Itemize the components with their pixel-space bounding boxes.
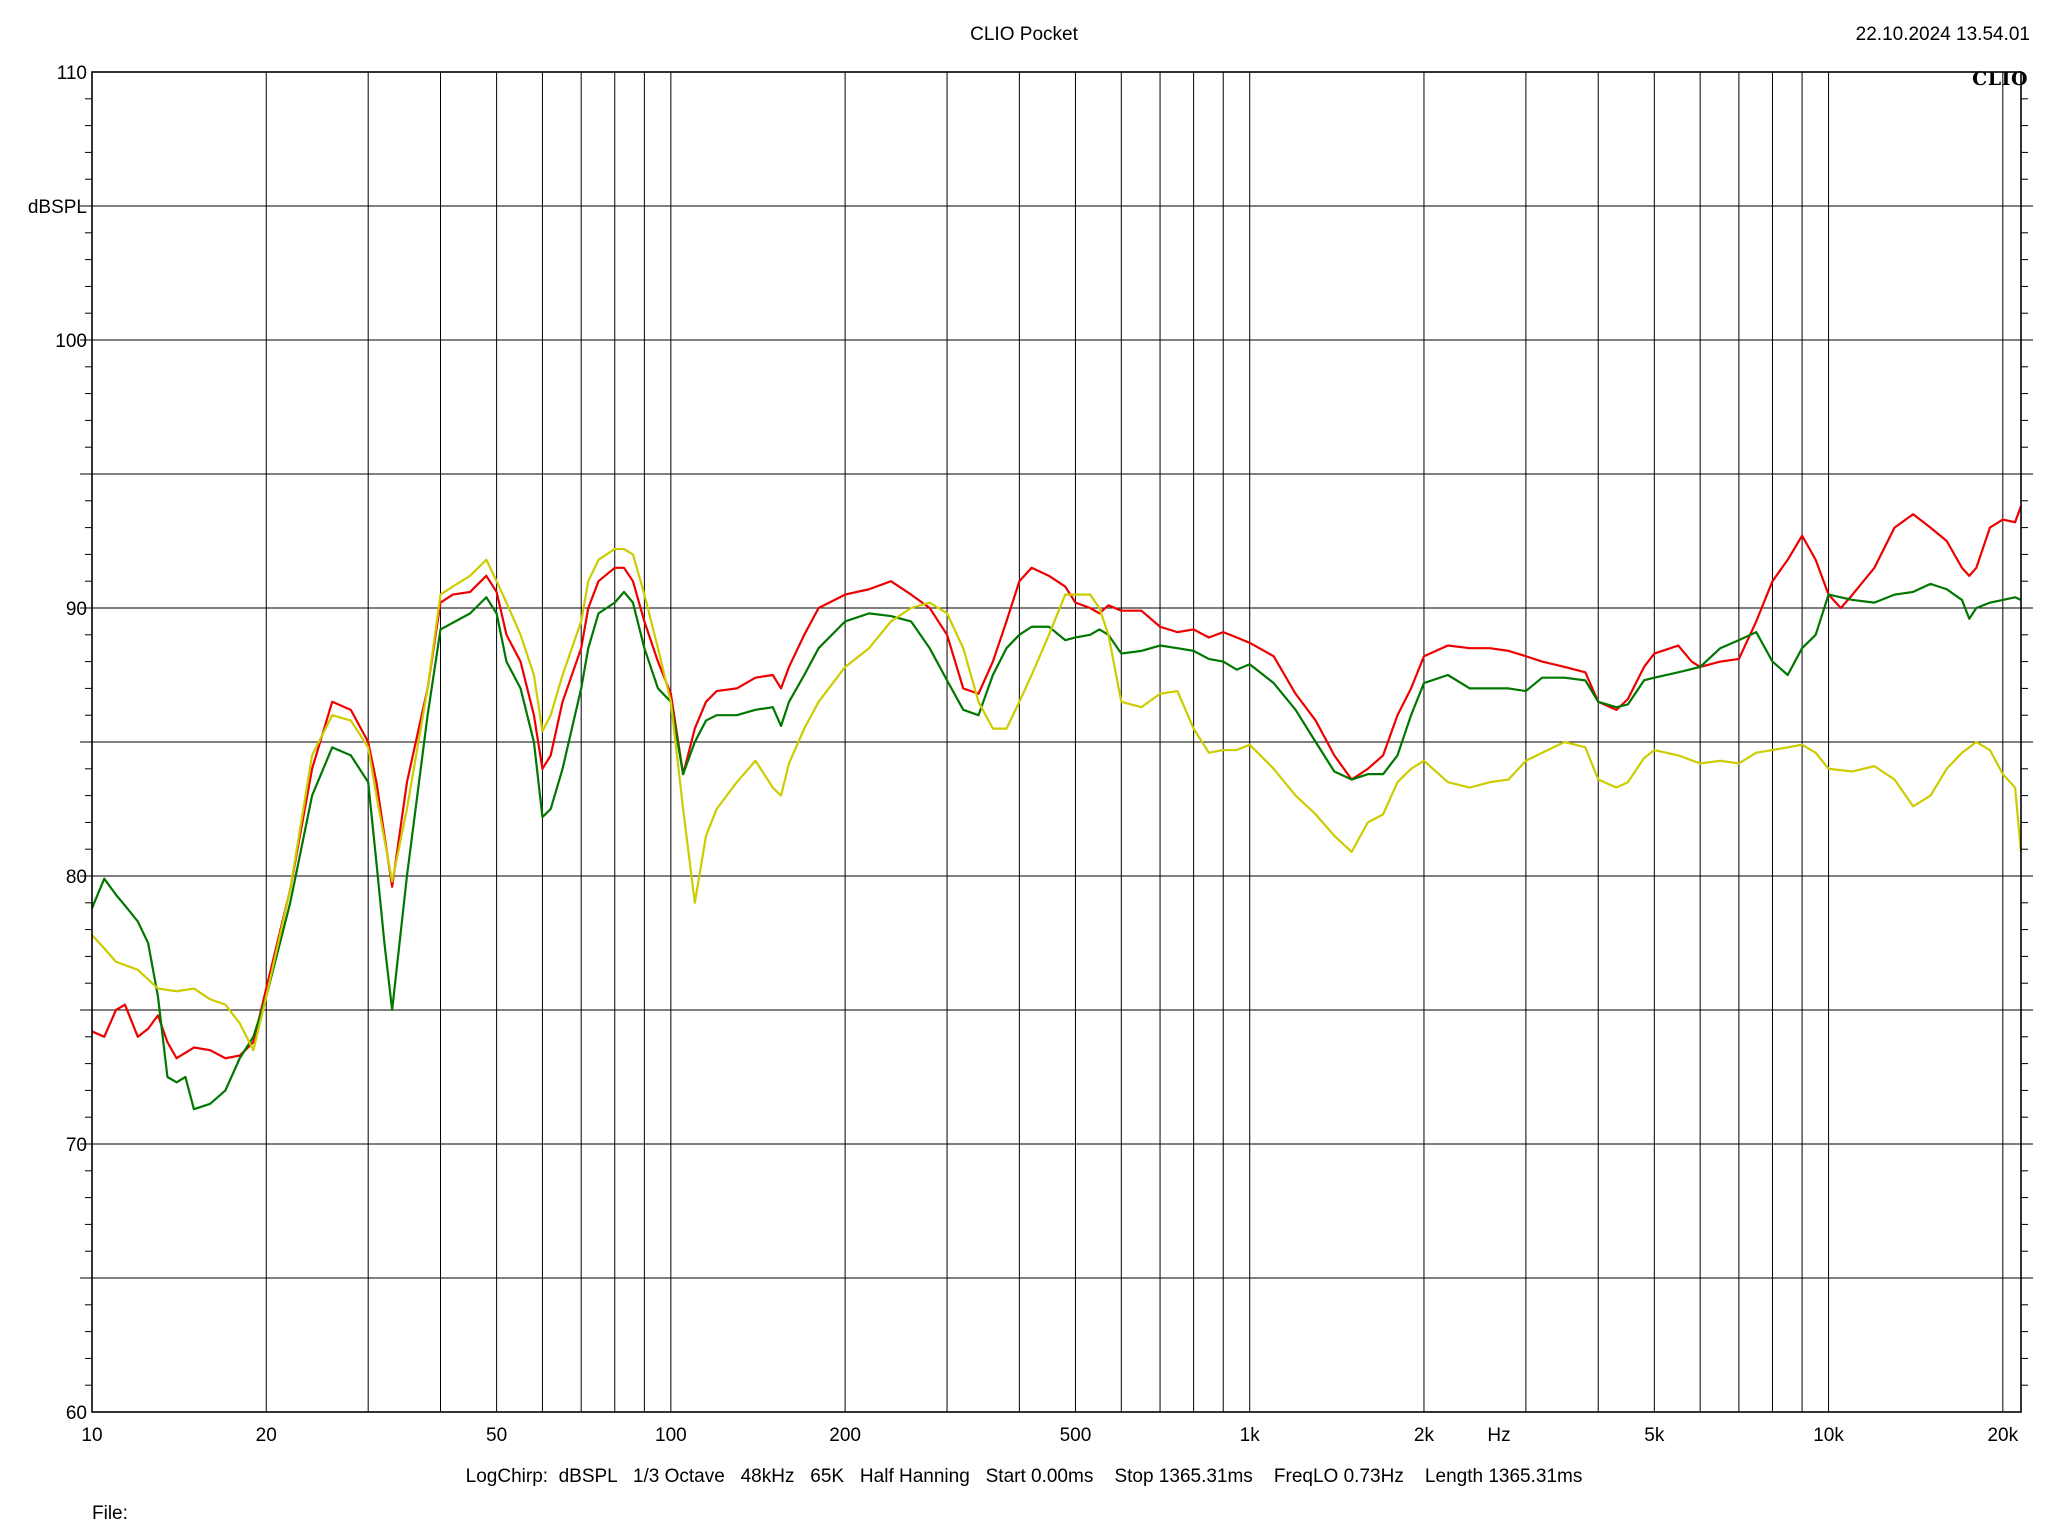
series-line-2: [90, 582, 2022, 1111]
chart-title: CLIO Pocket: [970, 24, 1078, 45]
y-tick-labels: 110 100 90 80 70 60: [55, 63, 87, 1424]
x-tick-labels: 10 20 50 100 200 500 1k 2k 5k 10k 20k: [81, 1425, 2018, 1446]
x-tick-label: 20: [256, 1425, 277, 1446]
y-axis-label: dBSPL: [28, 197, 87, 218]
x-tick-label: 200: [829, 1425, 861, 1446]
x-tick-label: 20k: [1987, 1425, 2018, 1446]
x-tick-label: 500: [1060, 1425, 1092, 1446]
x-tick-label: 10k: [1813, 1425, 1844, 1446]
x-tick-label: 50: [486, 1425, 507, 1446]
y-tick-label: 60: [66, 1403, 87, 1424]
y-tick-label: 80: [66, 867, 87, 888]
y-tick-label: 100: [55, 331, 87, 352]
clio-logo: CLIO: [1972, 68, 2028, 90]
x-tick-label: 100: [655, 1425, 687, 1446]
plot-frame: [91, 71, 2022, 1413]
timestamp: 22.10.2024 13.54.01: [1855, 24, 2030, 45]
x-axis-label: Hz: [1487, 1425, 1510, 1446]
x-tick-label: 10: [81, 1425, 102, 1446]
y-tick-label: 110: [57, 63, 87, 84]
x-tick-label: 5k: [1644, 1425, 1665, 1446]
grid-lines: [80, 72, 2033, 1412]
series-line-3: [91, 547, 2023, 1052]
y-tick-label: 70: [66, 1135, 87, 1156]
x-tick-label: 1k: [1240, 1425, 1261, 1446]
y-tick-label: 90: [66, 599, 87, 620]
x-tick-label: 2k: [1414, 1425, 1435, 1446]
file-label: File:: [92, 1503, 128, 1524]
measurement-parameters: LogChirp: dBSPL 1/3 Octave 48kHz 65K Hal…: [465, 1466, 1583, 1487]
series-line-1: [91, 505, 2023, 1060]
series-lines: [90, 505, 2023, 1111]
